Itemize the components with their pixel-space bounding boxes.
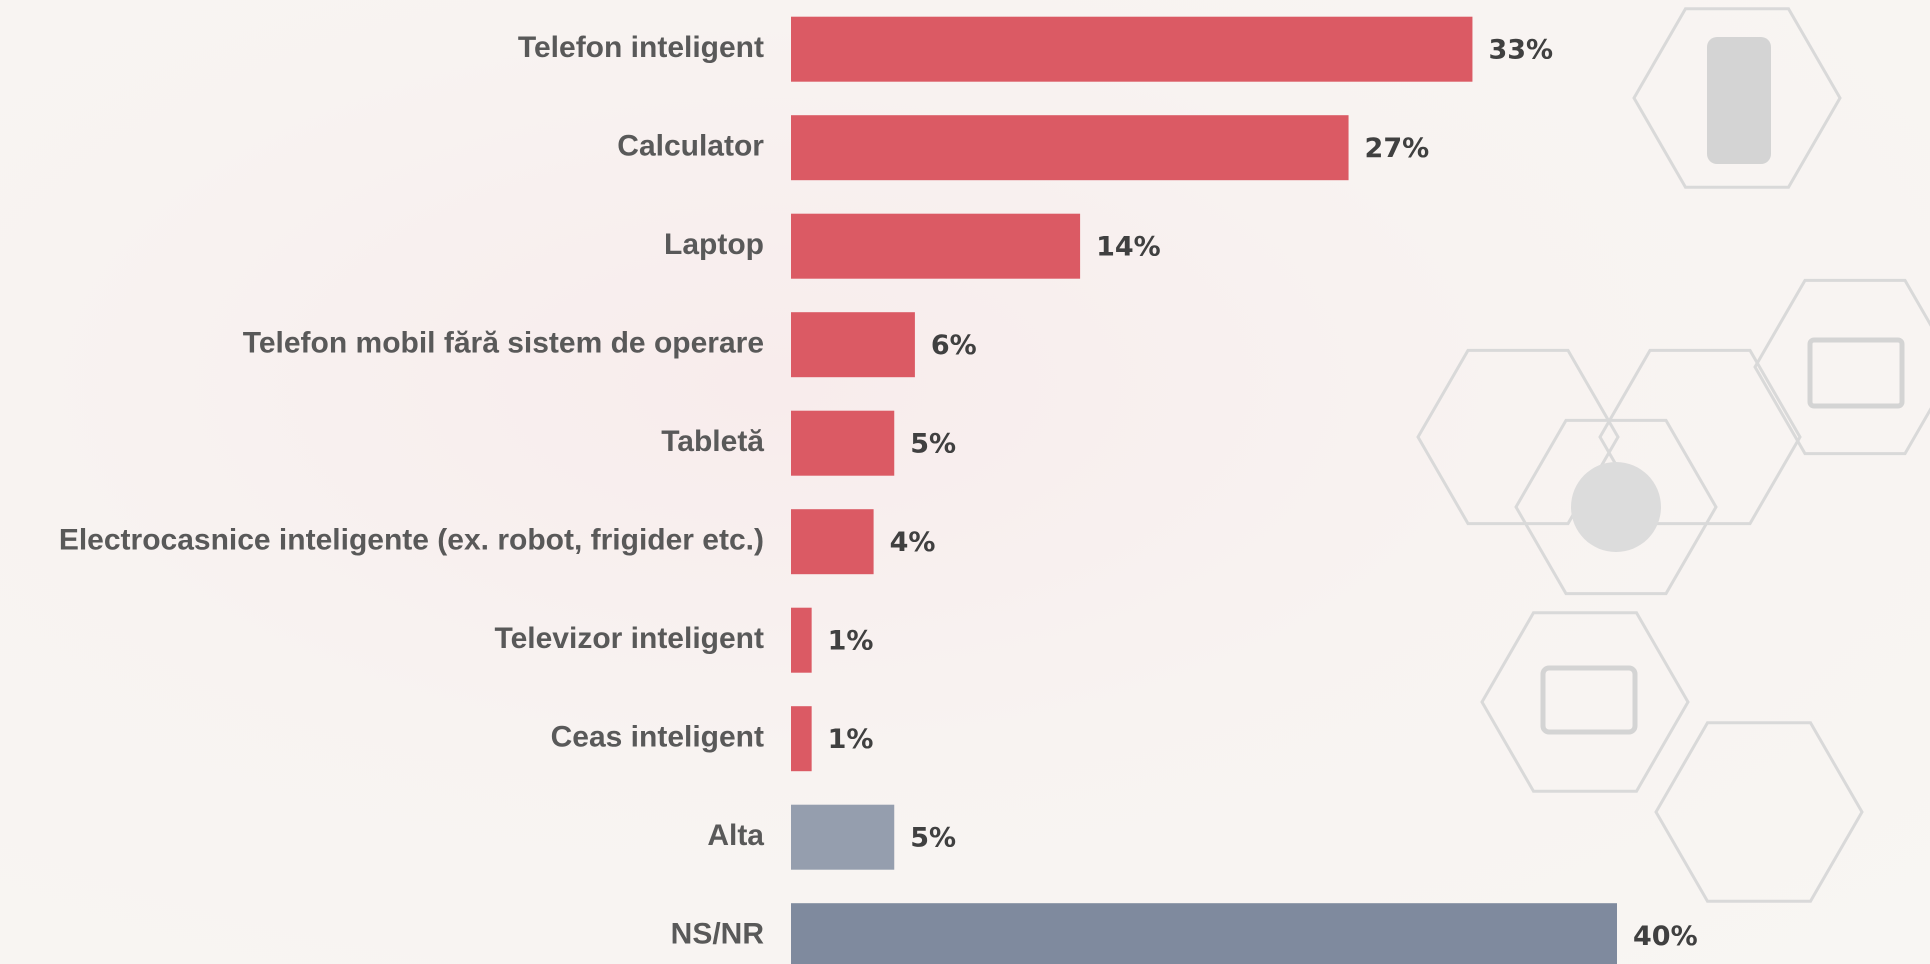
value-label: 4% [890, 527, 936, 558]
chart: Telefon inteligent 33% Calculator 27% Laptop… [0, 0, 1930, 964]
category-label: Calculator [617, 130, 764, 163]
bar [791, 706, 812, 771]
value-label: 5% [910, 823, 956, 854]
phone-icon [1707, 37, 1771, 164]
globe-icon [1571, 462, 1661, 552]
plot-area: Telefon inteligent 33% Calculator 27% Laptop… [59, 17, 1698, 964]
category-label: NS/NR [671, 918, 765, 951]
category-label: Televizor inteligent [495, 622, 765, 655]
value-label: 5% [910, 429, 956, 460]
bar [791, 805, 894, 870]
category-label: Electrocasnice inteligente (ex. robot, f… [59, 524, 764, 557]
value-label: 27% [1365, 133, 1430, 164]
value-label: 1% [828, 724, 874, 755]
monitor-icon [1810, 340, 1902, 406]
category-label: Tabletă [661, 425, 764, 458]
bar [791, 411, 894, 476]
value-label: 14% [1096, 232, 1161, 263]
category-label: Alta [707, 819, 764, 852]
decor-hexagon [1656, 723, 1862, 901]
decoration [1418, 9, 1930, 901]
category-label: Telefon mobil fără sistem de operare [243, 327, 764, 360]
value-label: 33% [1488, 35, 1553, 66]
value-label: 6% [931, 330, 977, 361]
bar [791, 214, 1080, 279]
bar [791, 17, 1472, 82]
bar [791, 312, 915, 377]
bar [791, 115, 1349, 180]
bar [791, 903, 1617, 964]
category-label: Laptop [664, 228, 764, 261]
bar [791, 509, 874, 574]
bar [791, 608, 812, 673]
decor-hexagon [1482, 613, 1688, 791]
value-label: 1% [828, 626, 874, 657]
value-label: 40% [1633, 921, 1698, 952]
category-label: Telefon inteligent [518, 31, 764, 64]
card-icon [1543, 668, 1635, 732]
category-label: Ceas inteligent [551, 721, 764, 754]
